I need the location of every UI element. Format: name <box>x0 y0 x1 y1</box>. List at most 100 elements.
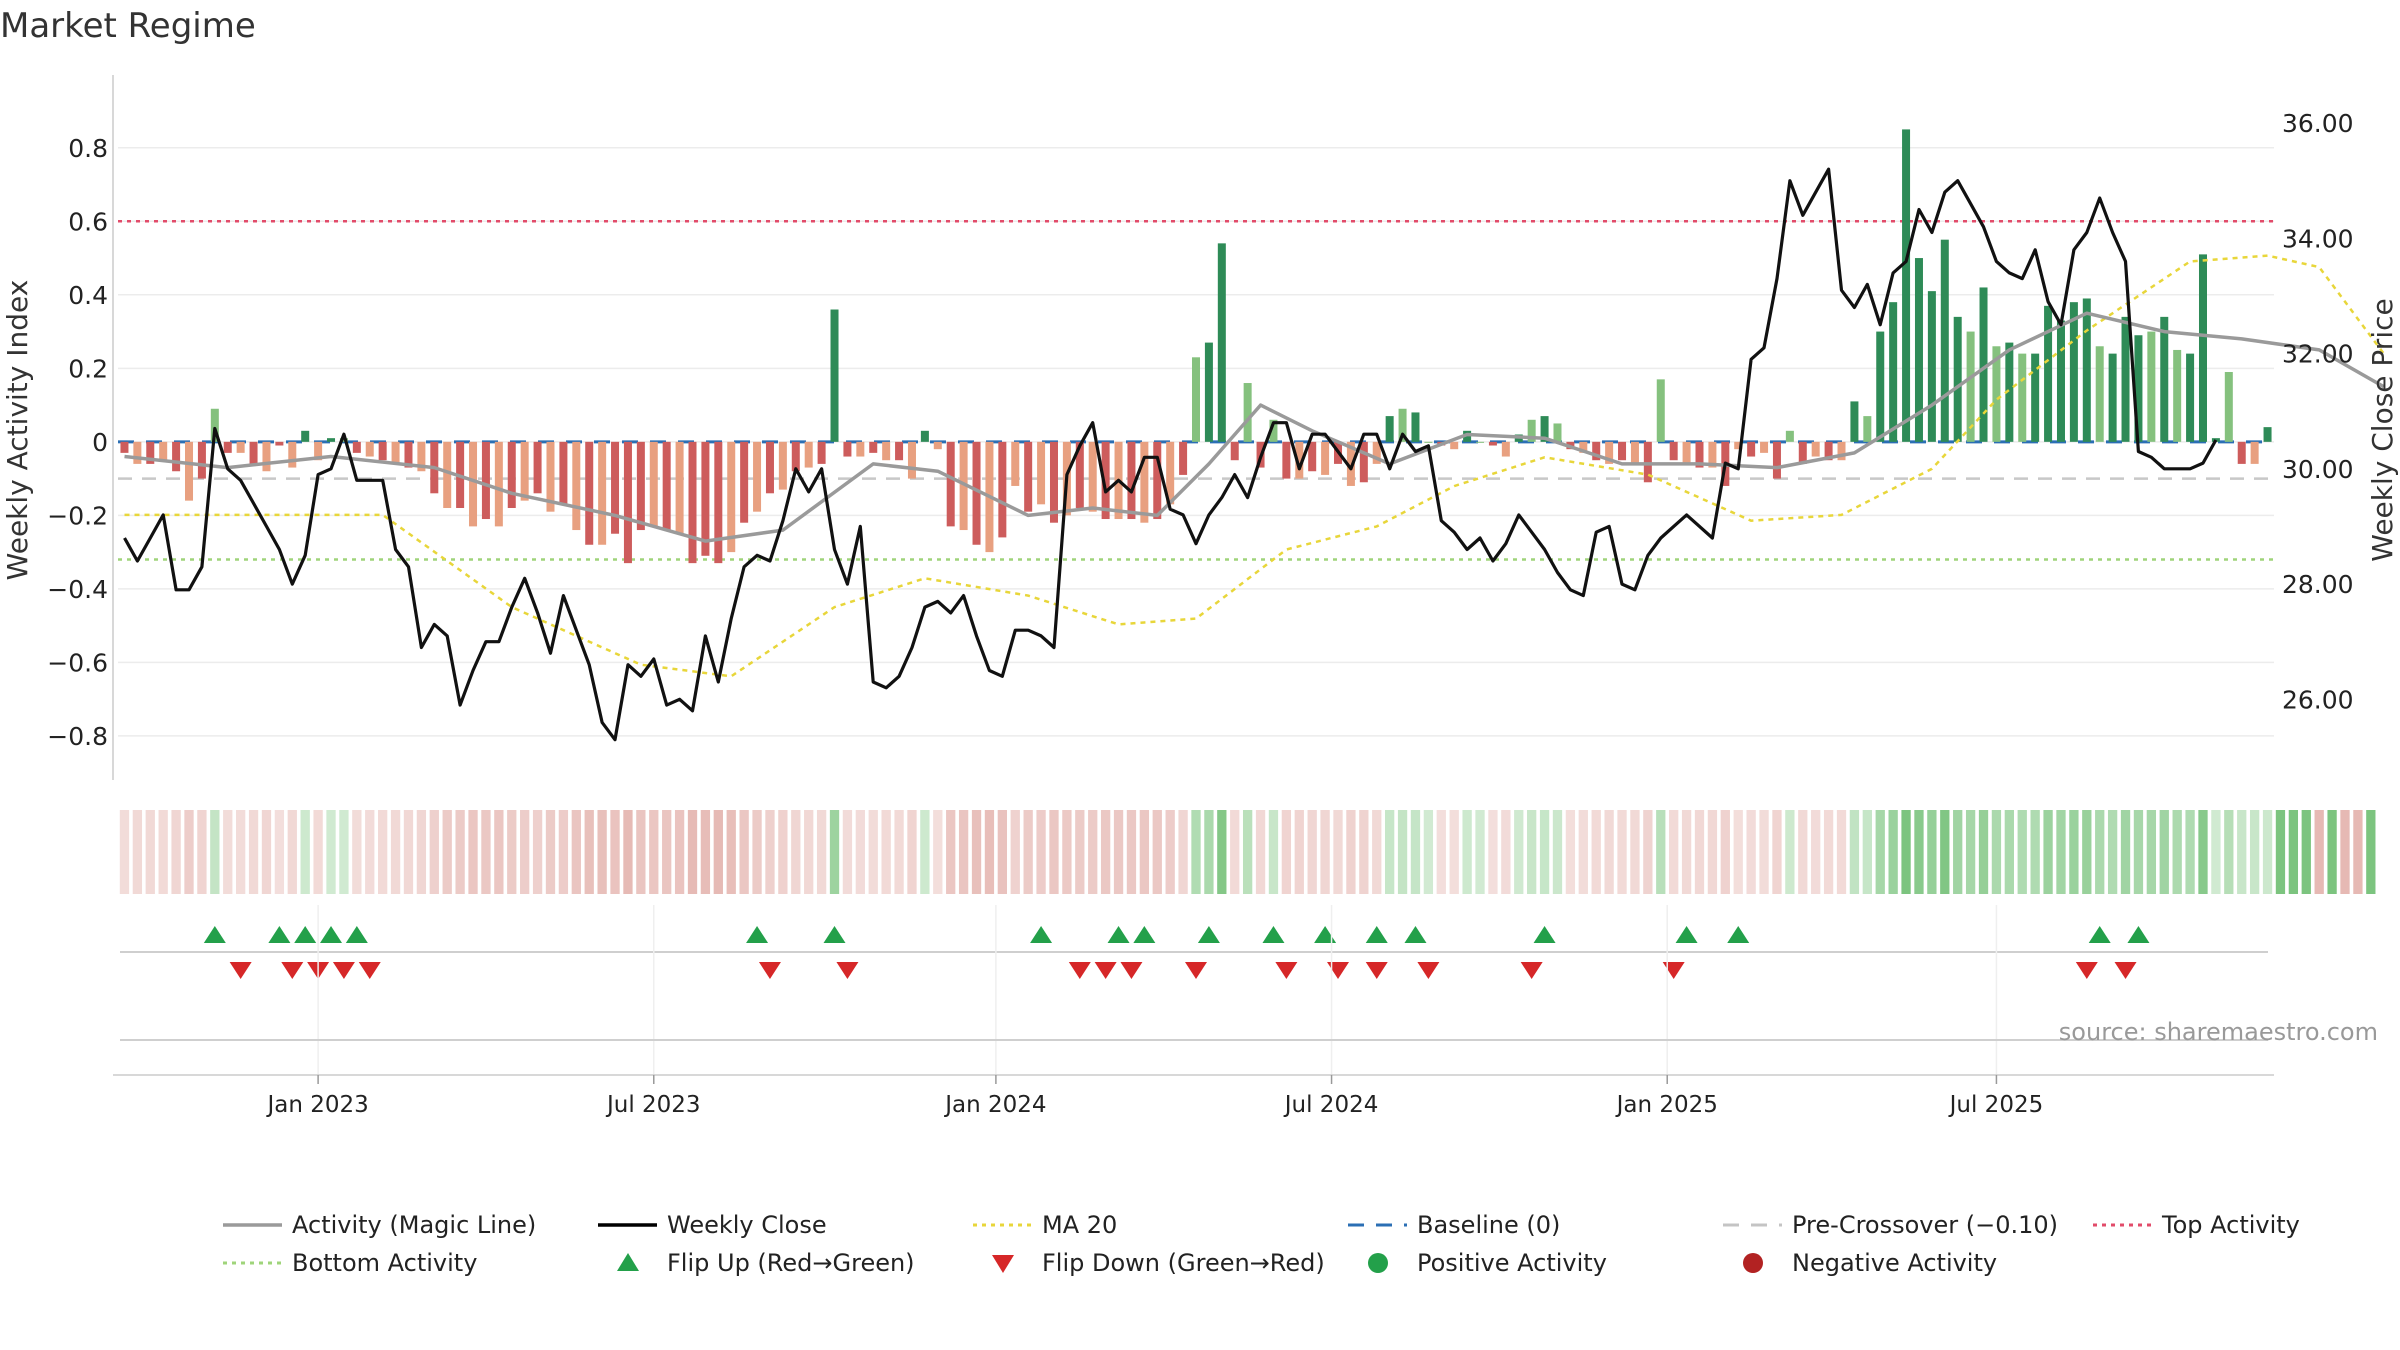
activity-bar <box>1927 291 1936 442</box>
flip-down-marker <box>1520 962 1543 979</box>
legend-item: Weekly Close <box>598 1211 827 1239</box>
activity-bar <box>933 441 942 450</box>
activity-bar <box>546 441 555 512</box>
activity-bar <box>1966 331 1975 442</box>
regime-strip-cell <box>1268 810 1279 894</box>
activity-bar <box>972 441 981 545</box>
regime-strip-cell <box>1501 810 1511 894</box>
legend-swatch <box>992 1255 1014 1273</box>
left-tick-label: 0 <box>92 428 108 457</box>
regime-strip-cell <box>1759 810 1769 894</box>
regime-strip-cell <box>933 810 943 894</box>
activity-bar <box>598 441 607 545</box>
left-axis: 0.8 0.6 0.4 0.2 0 −0.2 −0.4 −0.6 −0.8 <box>47 75 114 780</box>
activity-bar <box>2031 353 2040 442</box>
regime-strip-cell <box>1449 810 1459 894</box>
legend-label: Weekly Close <box>667 1211 827 1239</box>
activity-bar <box>404 441 413 468</box>
regime-strip-cell <box>1965 810 1976 894</box>
activity-bar <box>946 441 955 527</box>
flip-up-marker <box>1030 926 1053 943</box>
flip-up-marker <box>746 926 769 943</box>
activity-bar <box>1863 416 1872 442</box>
ma20-line <box>124 254 2385 678</box>
activity-bar <box>1501 441 1510 457</box>
regime-strip-cell <box>326 810 336 894</box>
legend-item: Flip Up (Red→Green) <box>617 1249 915 1277</box>
regime-strip-cell <box>545 810 556 894</box>
flip-down-marker <box>1327 962 1350 979</box>
activity-bar <box>1295 441 1304 479</box>
right-tick-label: 34.00 <box>2282 224 2354 253</box>
activity-bar <box>1024 441 1033 512</box>
series-lines <box>123 167 2385 742</box>
activity-bar <box>1979 287 1988 442</box>
activity-bar <box>365 441 374 457</box>
x-axis: Jan 2023 Jul 2023 Jan 2024 Jul 2024 Jan 2025… <box>113 905 2274 1118</box>
left-tick-label: −0.8 <box>47 722 108 751</box>
regime-strip-cell <box>481 810 491 894</box>
activity-bar <box>520 441 529 501</box>
activity-bar <box>1075 441 1084 508</box>
activity-bar <box>1630 441 1639 464</box>
regime-strip-cell <box>2353 810 2363 894</box>
regime-strip-cell <box>829 810 840 894</box>
activity-bar <box>185 441 194 501</box>
activity-bar <box>1876 331 1885 442</box>
flip-up-marker <box>345 926 368 943</box>
regime-strip-cell <box>1075 810 1085 894</box>
regime-strip-cell <box>907 810 917 894</box>
activity-bar <box>843 441 852 457</box>
regime-strip-cell <box>778 810 788 894</box>
regime-strip-cell <box>1669 810 1679 894</box>
regime-strip-cell <box>739 810 749 894</box>
legend-item: Bottom Activity <box>223 1249 477 1277</box>
activity-bar <box>1902 129 1911 442</box>
regime-strip-cell <box>1152 810 1162 894</box>
activity-bar <box>146 441 155 464</box>
regime-strip-cell <box>2017 810 2027 894</box>
regime-strip-cell <box>662 810 672 894</box>
regime-strip-cell <box>894 810 904 894</box>
regime-strip-cell <box>1643 810 1653 894</box>
regime-strip-cell <box>145 810 155 894</box>
regime-strip-cell <box>2301 810 2311 894</box>
activity-bar <box>688 441 697 564</box>
activity-bar <box>1424 441 1433 443</box>
regime-strip-cell <box>636 810 646 894</box>
flip-up-marker <box>1107 926 1130 943</box>
regime-strip-cell <box>274 810 285 894</box>
activity-bar <box>830 309 839 442</box>
legend-swatch <box>1743 1253 1763 1273</box>
flip-down-marker <box>229 962 252 979</box>
y-axis-label-left: Weekly Activity Index <box>1 280 34 581</box>
activity-bar <box>133 441 142 464</box>
activity-bar <box>1359 441 1368 483</box>
flip-down-marker <box>1275 962 1298 979</box>
regime-strip-cell <box>1630 810 1640 894</box>
activity-bar <box>2211 438 2220 442</box>
flip-up-marker <box>1133 926 1156 943</box>
regime-strip-cell <box>571 810 581 894</box>
legend-label: MA 20 <box>1042 1211 1117 1239</box>
legend-label: Flip Up (Red→Green) <box>667 1249 915 1277</box>
left-tick-label: 0.6 <box>68 207 108 236</box>
left-tick-label: −0.2 <box>47 501 108 530</box>
left-tick-label: −0.6 <box>47 648 108 677</box>
activity-bar <box>2237 441 2246 464</box>
regime-strip-cell <box>1914 810 1924 894</box>
flip-up-marker <box>1533 926 1556 943</box>
regime-strip-cell <box>881 810 891 894</box>
regime-strip-cell <box>403 810 414 894</box>
activity-bar <box>1243 383 1252 442</box>
regime-strip-cell <box>1798 810 1808 894</box>
regime-strip-cell <box>1436 810 1446 894</box>
activity-bar <box>649 441 658 527</box>
activity-bar <box>2044 305 2053 442</box>
regime-strip-cell <box>1901 810 1911 894</box>
activity-bar <box>159 441 168 461</box>
regime-strip-cell <box>2004 810 2014 894</box>
regime-strip-cell <box>2198 810 2208 894</box>
legend-label: Baseline (0) <box>1417 1211 1560 1239</box>
activity-bar <box>662 441 671 531</box>
